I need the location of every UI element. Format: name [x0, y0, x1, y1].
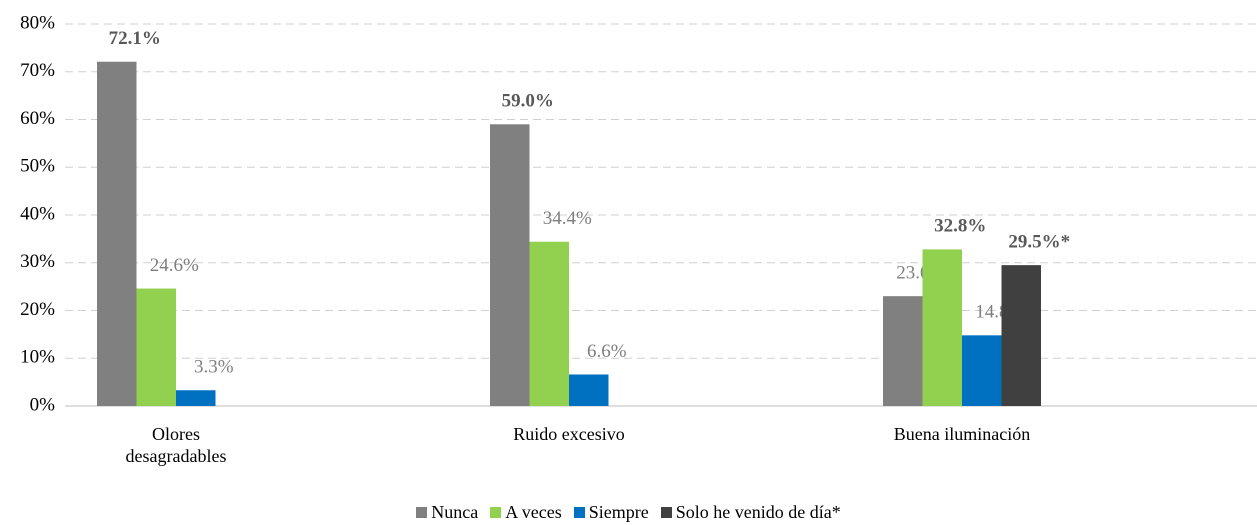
legend-label: Solo he venido de día*	[675, 502, 841, 522]
legend-swatch	[490, 507, 502, 518]
y-tick-label: 80%	[20, 12, 55, 33]
bar	[136, 288, 176, 406]
data-label: 3.3%	[194, 357, 234, 378]
y-tick-label: 40%	[20, 203, 55, 224]
bar	[922, 249, 962, 406]
bar	[529, 241, 569, 406]
legend-swatch	[660, 507, 672, 518]
y-tick-label: 50%	[20, 156, 55, 177]
bar	[883, 296, 923, 406]
x-tick-label: Buena iluminación	[893, 424, 1031, 444]
y-tick-label: 70%	[20, 60, 55, 81]
y-tick-label: 10%	[20, 347, 55, 368]
legend-item: Siempre	[573, 502, 649, 523]
legend-item: Solo he venido de día*	[660, 502, 841, 523]
data-label: 24.6%	[150, 255, 199, 276]
legend-item: A veces	[490, 502, 562, 523]
data-label: 6.6%	[587, 341, 627, 362]
chart: 0% 10% 20% 30% 40% 50% 60% 70% 80% 72.1% 24.6% 3.3%…	[20, 12, 1257, 415]
legend-label: A veces	[505, 502, 562, 522]
data-label: 34.4%	[543, 208, 592, 229]
legend-swatch	[573, 507, 585, 518]
bar	[97, 61, 137, 406]
data-label: 72.1%	[109, 28, 161, 49]
data-label: 32.8%	[934, 216, 986, 237]
bar	[569, 374, 609, 406]
bar	[490, 124, 530, 407]
legend: Nunca A veces Siempre Solo he venido de día…	[0, 502, 1257, 523]
legend-label: Nunca	[431, 502, 479, 522]
x-tick-label: Ruido excesivo	[513, 424, 625, 444]
bar	[176, 390, 216, 406]
legend-item: Nunca	[416, 502, 478, 523]
y-tick-label: 20%	[20, 299, 55, 320]
y-tick-label: 0%	[30, 394, 56, 415]
y-tick-label: 30%	[20, 251, 55, 272]
data-label: 29.5%*	[1008, 231, 1070, 252]
bar	[1001, 265, 1041, 406]
legend-swatch	[416, 507, 428, 518]
y-tick-label: 60%	[20, 108, 55, 129]
bar	[962, 335, 1002, 406]
x-tick-label: Olores desagradables	[125, 424, 227, 466]
legend-label: Siempre	[588, 502, 649, 522]
data-label: 59.0%	[502, 91, 554, 112]
